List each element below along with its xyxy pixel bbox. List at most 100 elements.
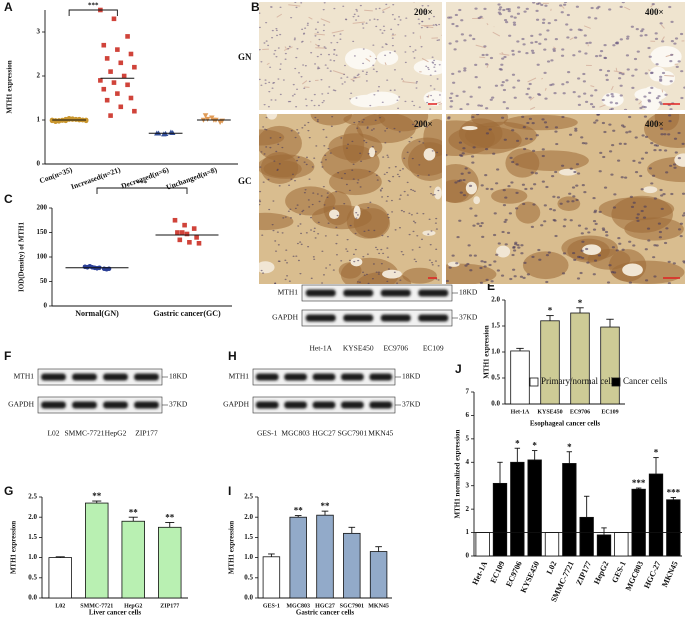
nucleus: [460, 172, 464, 175]
bar: [540, 320, 560, 405]
nucleus: [530, 171, 534, 174]
y-tick-label: 200: [37, 204, 48, 212]
nucleus: [363, 230, 366, 233]
y-tick-label: 0.5: [28, 573, 37, 581]
nucleus: [318, 38, 321, 41]
tumor-gland: [263, 160, 302, 178]
nucleus: [672, 262, 676, 265]
point: [132, 64, 137, 70]
nucleus: [471, 161, 475, 164]
significance-label: ***: [88, 2, 99, 10]
nucleus: [618, 77, 622, 80]
nucleus: [648, 167, 652, 170]
nucleus: [432, 15, 435, 18]
nucleus: [516, 79, 521, 82]
nucleus: [599, 151, 603, 155]
nucleus: [576, 277, 581, 280]
nucleus: [468, 184, 473, 188]
nucleus: [352, 40, 355, 43]
nucleus: [480, 260, 484, 263]
nucleus: [381, 187, 384, 190]
x-tick-label: L02: [55, 603, 65, 609]
nucleus: [262, 272, 265, 274]
fiber: [615, 67, 618, 72]
nucleus: [316, 119, 319, 121]
nucleus: [394, 229, 397, 231]
point: [111, 16, 117, 22]
nucleus: [398, 175, 401, 178]
nucleus: [304, 27, 307, 29]
nucleus: [377, 90, 380, 92]
nucleus: [382, 11, 385, 13]
fiber: [661, 36, 665, 41]
nucleus: [519, 275, 524, 278]
nucleus: [580, 136, 584, 139]
nucleus: [461, 152, 465, 155]
nucleus: [505, 21, 509, 24]
x-tick-label: HGC27: [315, 603, 335, 609]
nucleus: [418, 23, 421, 25]
nucleus: [510, 181, 514, 184]
lane-label: GES-1: [257, 429, 278, 438]
nucleus: [590, 6, 594, 10]
bar: [544, 532, 560, 557]
nucleus: [466, 262, 470, 266]
nucleus: [402, 253, 405, 256]
fiber: [302, 80, 308, 85]
nucleus: [306, 22, 309, 25]
nucleus: [262, 126, 265, 128]
nucleus: [311, 166, 314, 168]
nucleus: [282, 217, 285, 219]
nucleus: [317, 44, 320, 47]
nucleus: [580, 249, 584, 252]
nucleus: [321, 93, 324, 95]
nucleus: [541, 154, 545, 158]
nucleus: [412, 220, 415, 223]
nucleus: [632, 159, 636, 162]
nucleus: [326, 196, 329, 199]
nucleus: [553, 92, 557, 95]
point: [187, 240, 192, 245]
nucleus: [585, 41, 589, 45]
nucleus: [522, 43, 526, 46]
nucleus: [303, 124, 306, 126]
nucleus: [413, 57, 416, 59]
nucleus: [590, 94, 594, 97]
nucleus: [594, 89, 598, 92]
nucleus: [566, 36, 570, 39]
nucleus: [459, 191, 463, 194]
lane-label: SMMC-7721: [64, 429, 104, 438]
nucleus: [420, 46, 423, 48]
point: [83, 117, 89, 123]
nucleus: [538, 33, 542, 36]
blot-band: [305, 314, 336, 322]
nucleus: [372, 128, 375, 130]
tumor-gland: [328, 133, 383, 161]
nucleus: [464, 264, 468, 267]
nucleus: [414, 124, 417, 127]
nucleus: [644, 34, 648, 37]
lane-label: L02: [47, 429, 59, 438]
nucleus: [420, 238, 423, 241]
nucleus: [404, 100, 407, 103]
nucleus: [611, 95, 615, 98]
nucleus: [585, 247, 589, 251]
nucleus: [308, 80, 311, 83]
nucleus: [472, 146, 476, 149]
nucleus: [537, 2, 541, 5]
nucleus: [503, 55, 507, 59]
nucleus: [411, 100, 414, 103]
nucleus: [641, 134, 645, 137]
nucleus: [311, 203, 314, 206]
nucleus: [260, 269, 263, 272]
nucleus: [526, 273, 530, 276]
nucleus: [386, 213, 389, 216]
y-tick-label: 2.0: [28, 513, 37, 521]
nucleus: [634, 68, 638, 71]
nucleus: [477, 86, 481, 89]
bar: [343, 532, 361, 599]
nucleus: [271, 223, 274, 226]
lane-label: SGC7901: [338, 429, 368, 438]
nucleus: [276, 169, 279, 172]
tumor-gland: [353, 208, 391, 239]
